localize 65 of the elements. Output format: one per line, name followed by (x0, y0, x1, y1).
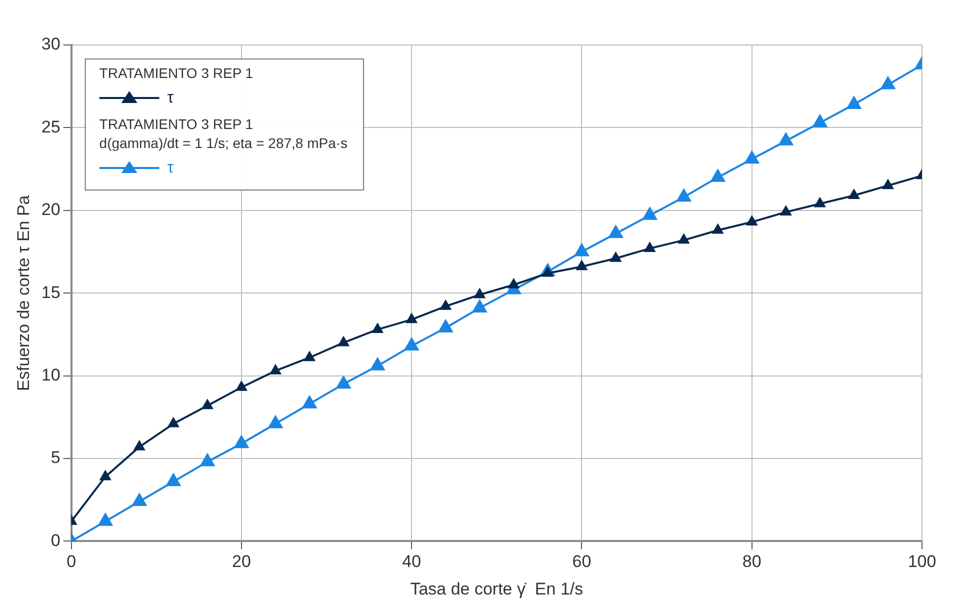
point (406, 314, 417, 324)
x-tick-label: 100 (908, 552, 936, 572)
point (880, 76, 896, 90)
point (576, 260, 588, 270)
point (778, 132, 793, 146)
point (472, 300, 487, 312)
point (882, 180, 894, 190)
x-tick-label: 40 (402, 552, 422, 572)
annotation: d(gamma)/dt = 1 1/s; eta = 287,8 mPa·s (99, 134, 348, 151)
annotation: TRATAMIENTO 3 REP 1 (99, 64, 254, 81)
point (508, 278, 519, 288)
point (132, 494, 146, 506)
point (100, 470, 111, 480)
point (370, 358, 385, 370)
point (336, 376, 351, 389)
y-axis-title: Esfuerzo de corte τ En Pa (14, 194, 33, 391)
point (644, 242, 656, 252)
x-tick-label: 0 (66, 552, 76, 572)
x-tick-label: 60 (572, 552, 592, 572)
y-tick-label: 25 (41, 117, 60, 136)
point (710, 169, 725, 182)
point (404, 338, 419, 351)
point (440, 300, 451, 310)
point (642, 207, 657, 220)
point (134, 440, 145, 450)
point (848, 190, 860, 200)
y-tick-label: 30 (41, 34, 60, 54)
point (372, 323, 383, 333)
point (302, 396, 317, 408)
point (304, 352, 315, 362)
point (236, 381, 247, 391)
point (98, 513, 112, 526)
point (780, 206, 792, 216)
point (474, 288, 485, 298)
y-tick-label: 20 (41, 200, 60, 220)
point (610, 252, 622, 262)
y-tick-label: 10 (41, 365, 60, 384)
x-tick-label: 20 (232, 552, 251, 572)
point (202, 400, 213, 410)
point (166, 474, 180, 486)
point (814, 198, 826, 208)
point (746, 216, 758, 226)
point (270, 364, 281, 374)
point (574, 244, 589, 256)
point (678, 234, 690, 244)
legend-label: τ (167, 159, 174, 176)
point (846, 96, 862, 110)
point (268, 416, 283, 428)
annotation: TRATAMIENTO 3 REP 1 (99, 116, 254, 132)
y-tick-label: 15 (41, 282, 60, 302)
point (712, 224, 724, 234)
y-tick-label: 5 (50, 448, 60, 468)
point (438, 320, 453, 332)
x-axis-title: Tasa de corte γ̇ En 1/s (410, 579, 584, 598)
point (200, 454, 214, 466)
point (338, 336, 349, 346)
point (608, 226, 623, 238)
legend-label: τ (167, 89, 174, 106)
point (234, 436, 249, 448)
point (676, 189, 691, 202)
point (744, 151, 759, 164)
y-tick-label: 0 (50, 530, 60, 550)
point (812, 114, 827, 128)
point (168, 418, 179, 428)
x-tick-label: 80 (742, 552, 762, 572)
